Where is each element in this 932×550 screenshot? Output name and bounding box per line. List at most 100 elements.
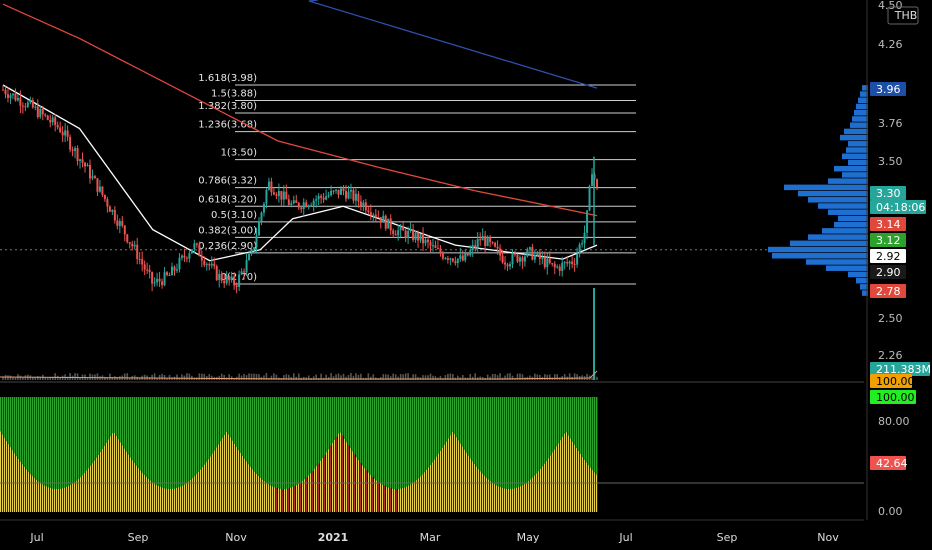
osc-bar-green bbox=[204, 397, 206, 465]
osc-bar-green bbox=[412, 397, 414, 484]
osc-bar-green bbox=[370, 397, 372, 475]
osc-bar-green bbox=[460, 397, 462, 444]
volume-bar bbox=[536, 374, 539, 380]
osc-bar-green bbox=[266, 397, 268, 483]
candle-body bbox=[71, 149, 74, 151]
osc-bar-green bbox=[562, 397, 564, 438]
osc-bar-green bbox=[168, 397, 170, 489]
volume-bar bbox=[479, 376, 481, 380]
candle-body bbox=[235, 285, 238, 287]
time-axis[interactable]: Jul Sep Nov 2021 Mar May Jul Sep Nov bbox=[0, 519, 864, 544]
osc-bar-green bbox=[56, 397, 58, 489]
candle-body bbox=[51, 117, 54, 123]
volume-bar bbox=[210, 375, 213, 380]
osc-bar-green bbox=[320, 397, 322, 461]
candle-body bbox=[195, 243, 198, 245]
candle-body bbox=[103, 194, 106, 200]
volume-bar bbox=[511, 375, 514, 380]
osc-bar bbox=[558, 397, 560, 512]
candle-body bbox=[148, 269, 151, 273]
osc-bar-green bbox=[198, 397, 200, 473]
volume-bar bbox=[568, 373, 571, 380]
osc-bar-green bbox=[380, 397, 382, 484]
volume-bar bbox=[203, 373, 206, 380]
price-axis[interactable]: 4.50 4.26 3.76 3.50 2.50 2.26 80.00 0.00 bbox=[866, 0, 910, 520]
candle-body bbox=[292, 200, 295, 204]
osc-bar bbox=[452, 397, 454, 512]
osc-bar-green bbox=[514, 397, 516, 489]
osc-bar bbox=[552, 397, 554, 512]
volume-profile-bar bbox=[862, 290, 868, 296]
candle-body bbox=[277, 190, 280, 196]
candle-body bbox=[332, 190, 335, 192]
candle-body bbox=[56, 124, 59, 128]
osc-bar-green bbox=[348, 397, 350, 446]
osc-bar-green bbox=[290, 397, 292, 488]
osc-bar-green bbox=[146, 397, 148, 478]
currency-box[interactable] bbox=[887, 6, 919, 25]
volume-bar bbox=[539, 374, 541, 380]
candle-body bbox=[156, 278, 159, 283]
volume-bar bbox=[7, 375, 9, 380]
candle-body bbox=[352, 189, 355, 201]
osc-bar-green bbox=[336, 397, 338, 437]
candle-body bbox=[93, 176, 96, 179]
volume-bar bbox=[347, 375, 350, 380]
time-label: Jul bbox=[29, 531, 43, 544]
volume-bar bbox=[253, 373, 255, 380]
fib-label: 0.618(3.20) bbox=[198, 194, 257, 205]
osc-bar-green bbox=[484, 397, 486, 476]
osc-bar-green bbox=[64, 397, 66, 488]
osc-bar-green bbox=[248, 397, 250, 465]
candle-body bbox=[394, 233, 397, 236]
candle-body bbox=[449, 258, 452, 260]
candle-body bbox=[387, 218, 390, 229]
volume-bar bbox=[223, 374, 225, 380]
osc-bar bbox=[348, 397, 350, 512]
volume-bar bbox=[576, 374, 578, 380]
osc-bar-green bbox=[418, 397, 420, 479]
osc-bar-green bbox=[566, 397, 568, 433]
volume-bar bbox=[534, 373, 536, 380]
candle-body bbox=[312, 200, 315, 206]
candle-body bbox=[479, 239, 482, 241]
osc-bar-green bbox=[304, 397, 306, 480]
osc-bar-green bbox=[50, 397, 52, 489]
candle-body bbox=[270, 181, 273, 193]
candle-body bbox=[133, 244, 136, 247]
volume-bar bbox=[422, 375, 424, 380]
candle-body bbox=[533, 254, 536, 260]
candle-body bbox=[426, 239, 429, 243]
osc-bar-green bbox=[184, 397, 186, 485]
osc-bar-green bbox=[346, 397, 348, 443]
osc-bar-green bbox=[160, 397, 162, 487]
volume-bar bbox=[516, 373, 519, 380]
candle-body bbox=[49, 119, 52, 123]
osc-bar-green bbox=[482, 397, 484, 474]
candle-body bbox=[402, 226, 405, 231]
volume-bar bbox=[434, 376, 437, 380]
volume-profile-bar bbox=[808, 197, 868, 203]
osc-bar-green bbox=[178, 397, 180, 488]
candle-body bbox=[518, 257, 521, 262]
volume-profile-bar bbox=[834, 221, 868, 228]
osc-bar-green bbox=[396, 397, 398, 489]
osc-bar-green bbox=[164, 397, 166, 489]
osc-bar-green bbox=[464, 397, 466, 450]
candle-body bbox=[591, 174, 594, 187]
osc-bar-green bbox=[262, 397, 264, 480]
osc-bar-green bbox=[402, 397, 404, 489]
osc-bar-green bbox=[410, 397, 412, 485]
osc-bar-green bbox=[270, 397, 272, 486]
osc-bar-green bbox=[120, 397, 122, 443]
osc-bar-green bbox=[110, 397, 112, 437]
osc-bar-green bbox=[190, 397, 192, 481]
volume-bar bbox=[238, 373, 240, 380]
osc-bar-green bbox=[280, 397, 282, 489]
fib-label: 1.5(3.88) bbox=[211, 89, 257, 100]
volume-bar bbox=[51, 376, 54, 380]
osc-bar-green bbox=[534, 397, 536, 476]
volume-bar bbox=[292, 373, 295, 380]
candle-body bbox=[496, 246, 499, 249]
